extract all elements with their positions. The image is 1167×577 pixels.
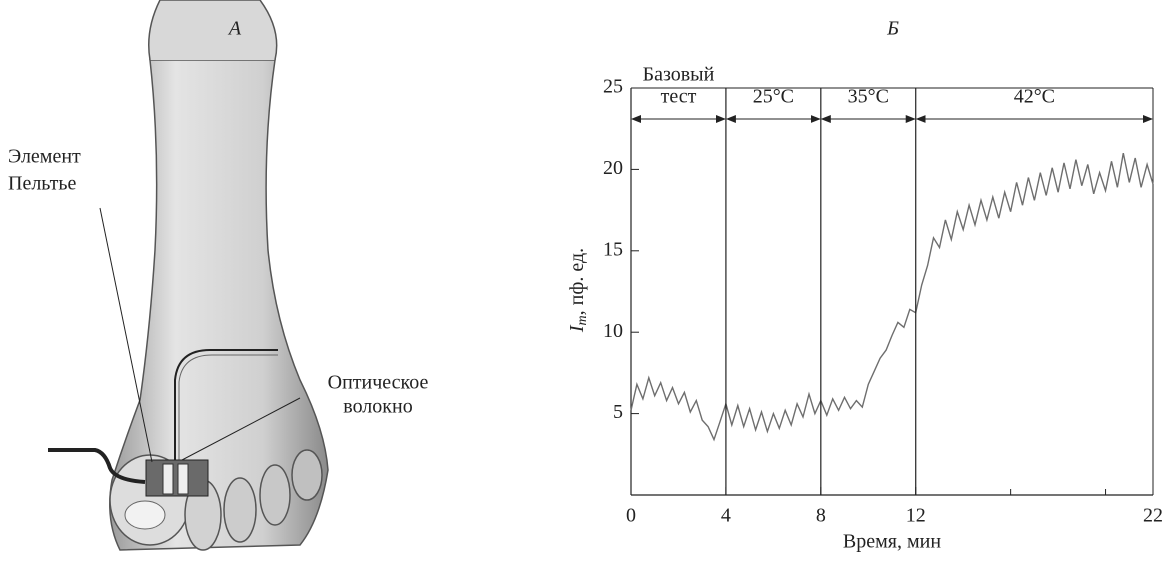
panel-label: А bbox=[227, 18, 242, 40]
y-tick-label: 15 bbox=[603, 238, 623, 260]
y-axis-subscript: m bbox=[575, 315, 590, 325]
y-axis-unit: , пф. ед. bbox=[566, 248, 588, 315]
phase-label: 25°C bbox=[753, 86, 794, 108]
phase-label: 42°C bbox=[1014, 86, 1055, 108]
x-tick-label: 4 bbox=[721, 505, 731, 527]
x-tick-label: 0 bbox=[626, 505, 636, 527]
y-axis-title: Im, пф. ед. bbox=[566, 248, 591, 333]
x-tick-label: 22 bbox=[1143, 505, 1163, 527]
x-tick-label: 12 bbox=[906, 505, 926, 527]
y-axis-symbol: I bbox=[566, 324, 588, 333]
y-tick-label: 25 bbox=[603, 76, 623, 98]
x-axis-title: Время, мин bbox=[843, 531, 941, 553]
fiber-label: волокно bbox=[343, 396, 412, 418]
x-tick-label: 8 bbox=[816, 505, 826, 527]
peltier-label: Пельтье bbox=[8, 173, 77, 195]
phase-label: Базовый bbox=[643, 64, 715, 86]
y-tick-label: 5 bbox=[613, 401, 623, 423]
y-tick-label: 10 bbox=[603, 320, 623, 342]
data-line bbox=[630, 152, 1154, 442]
panel-label: Б bbox=[886, 18, 899, 40]
phase-label: тест bbox=[661, 86, 697, 108]
y-tick-label: 20 bbox=[603, 157, 623, 179]
phase-label: 35°C bbox=[848, 86, 889, 108]
peltier-label: Элемент bbox=[8, 146, 81, 168]
fiber-label: Оптическое bbox=[328, 372, 429, 394]
foot-illustration bbox=[48, 0, 329, 551]
